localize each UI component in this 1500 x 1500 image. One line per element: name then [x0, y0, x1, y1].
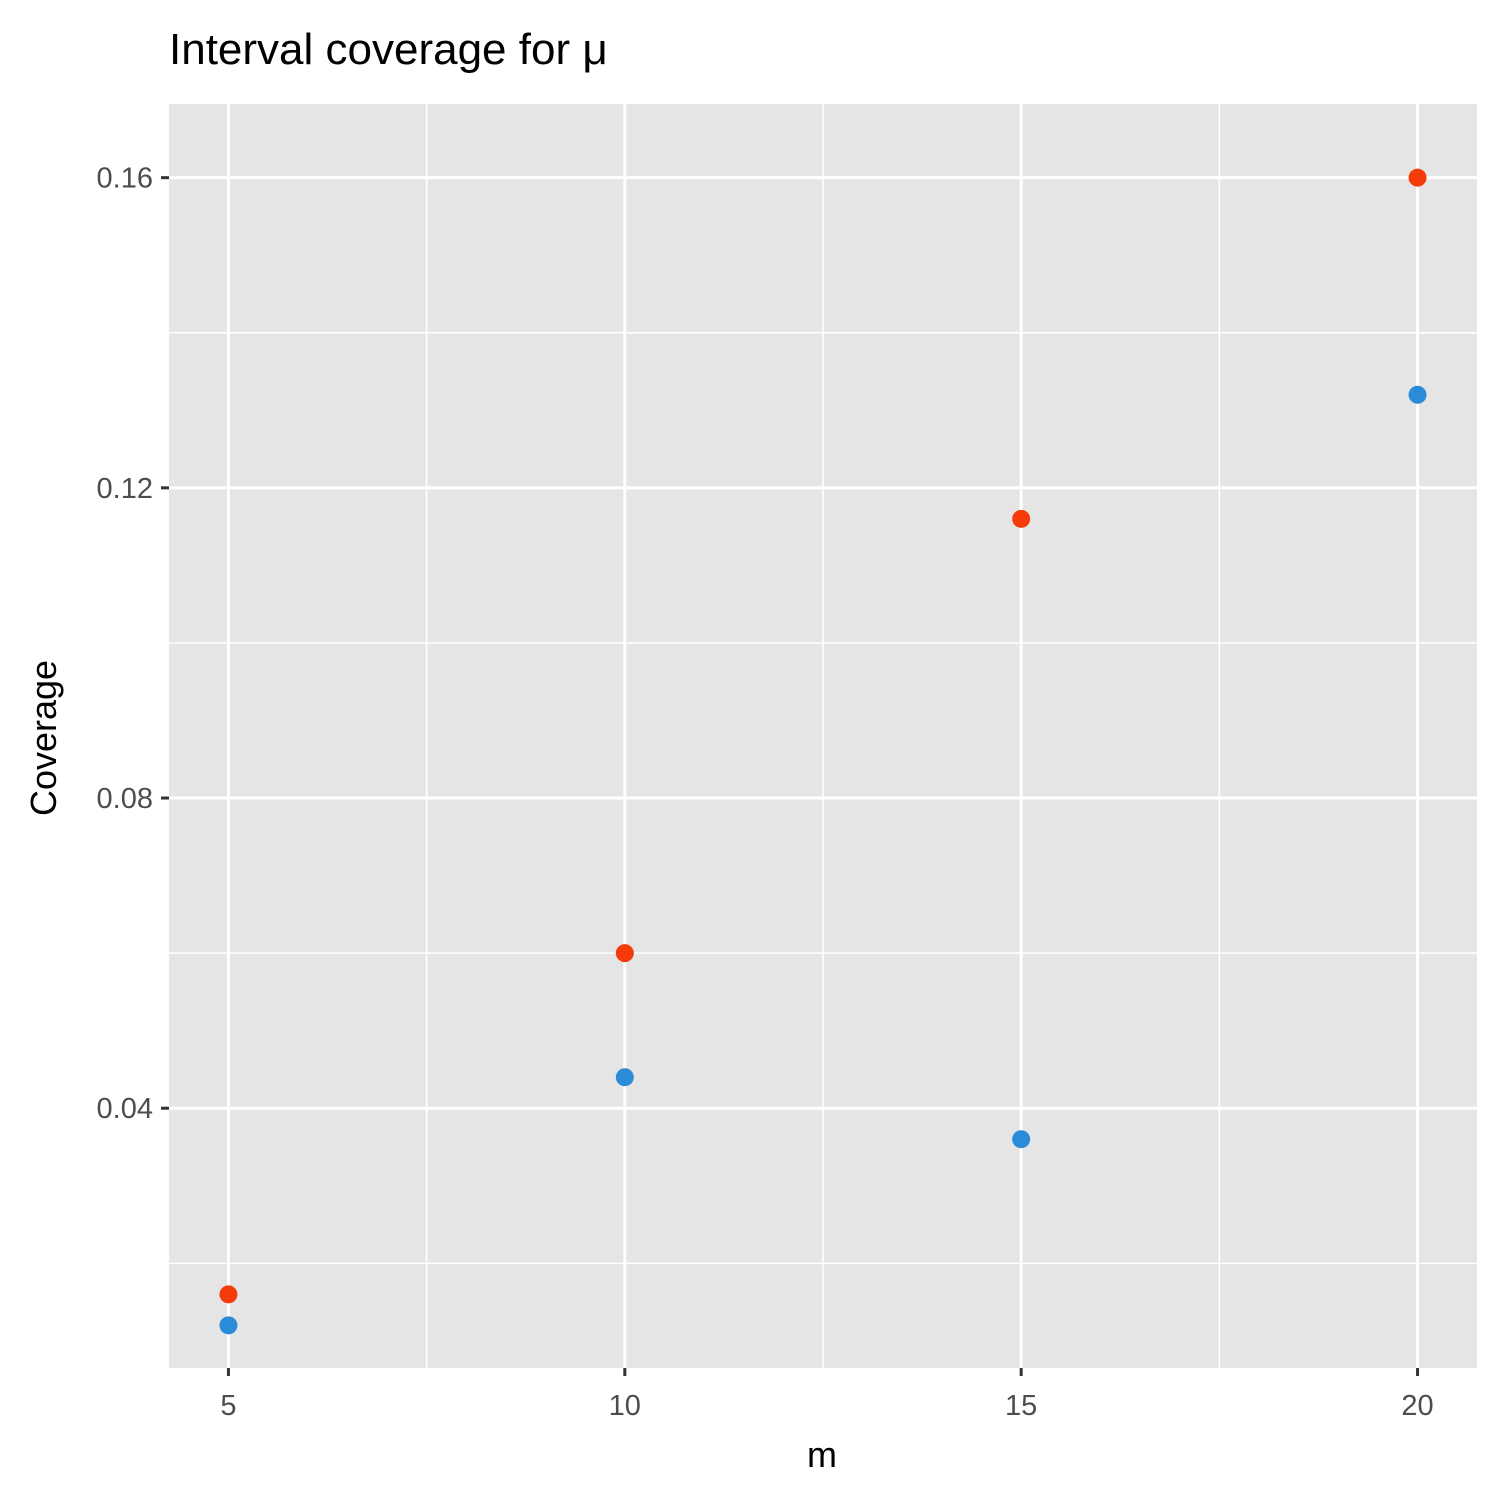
major-gridlines: [169, 104, 1477, 1368]
x-axis-title: m: [807, 1434, 837, 1475]
x-tick-label: 5: [220, 1390, 236, 1422]
data-point: [615, 944, 634, 963]
axis-ticks: 5 10 15 20 0.04 0.08 0.12 0.16: [97, 163, 1434, 1422]
y-tick-label: 0.12: [97, 473, 153, 505]
data-points: [219, 168, 1427, 1335]
minor-gridlines: [169, 104, 1477, 1368]
data-point: [615, 1068, 634, 1087]
y-tick-label: 0.08: [97, 783, 153, 815]
y-tick-label: 0.04: [97, 1093, 153, 1125]
y-axis-title: Coverage: [23, 660, 64, 816]
data-point: [219, 1316, 238, 1335]
chart-title: Interval coverage for μ: [169, 25, 608, 74]
data-point: [1408, 168, 1427, 187]
data-point: [1408, 385, 1427, 404]
data-point: [1012, 509, 1031, 528]
data-point: [219, 1285, 238, 1304]
x-tick-label: 20: [1401, 1390, 1433, 1422]
x-tick-label: 10: [609, 1390, 641, 1422]
data-point: [1012, 1130, 1031, 1149]
y-tick-label: 0.16: [97, 163, 153, 195]
x-tick-label: 15: [1005, 1390, 1037, 1422]
